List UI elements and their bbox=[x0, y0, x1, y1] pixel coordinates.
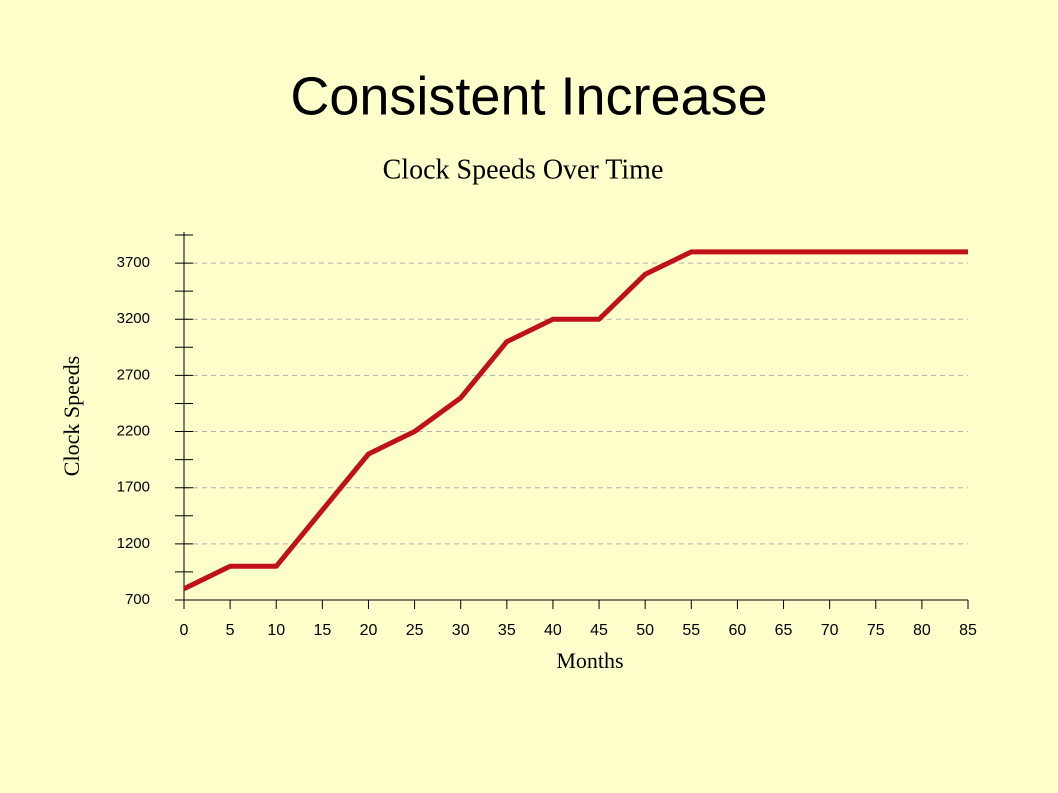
x-tick-label: 80 bbox=[913, 622, 931, 639]
x-tick-label: 35 bbox=[498, 622, 516, 639]
data-line bbox=[182, 249, 968, 592]
x-tick-label: 75 bbox=[867, 622, 885, 639]
y-tick-label: 700 bbox=[125, 591, 150, 608]
x-tick-label: 40 bbox=[544, 622, 562, 639]
x-tick-label: 25 bbox=[406, 622, 424, 639]
x-tick-label: 85 bbox=[959, 622, 977, 639]
y-axis-label: Clock Speeds bbox=[59, 356, 84, 476]
x-tick-label: 55 bbox=[682, 622, 700, 639]
chart-title: Clock Speeds Over Time bbox=[383, 154, 664, 185]
slide-title: Consistent Increase bbox=[290, 66, 767, 126]
y-tick-label: 1200 bbox=[117, 535, 150, 552]
y-tick-label: 3700 bbox=[117, 254, 150, 271]
x-axis-label: Months bbox=[556, 648, 623, 673]
x-tick-label: 60 bbox=[729, 622, 747, 639]
x-tick-label: 20 bbox=[360, 622, 378, 639]
x-tick-label: 50 bbox=[636, 622, 654, 639]
y-tick-label: 2700 bbox=[117, 366, 150, 383]
x-tick-label: 65 bbox=[775, 622, 793, 639]
y-tick-label: 2200 bbox=[117, 423, 150, 440]
x-tick-label: 0 bbox=[180, 622, 189, 639]
x-tick-label: 70 bbox=[821, 622, 839, 639]
x-tick-label: 5 bbox=[226, 622, 235, 639]
y-tick-label: 3200 bbox=[117, 310, 150, 327]
x-tick-label: 10 bbox=[267, 622, 285, 639]
x-tick-label: 30 bbox=[452, 622, 470, 639]
x-tick-label: 15 bbox=[313, 622, 331, 639]
y-tick-label: 1700 bbox=[117, 479, 150, 496]
x-tick-label: 45 bbox=[590, 622, 608, 639]
